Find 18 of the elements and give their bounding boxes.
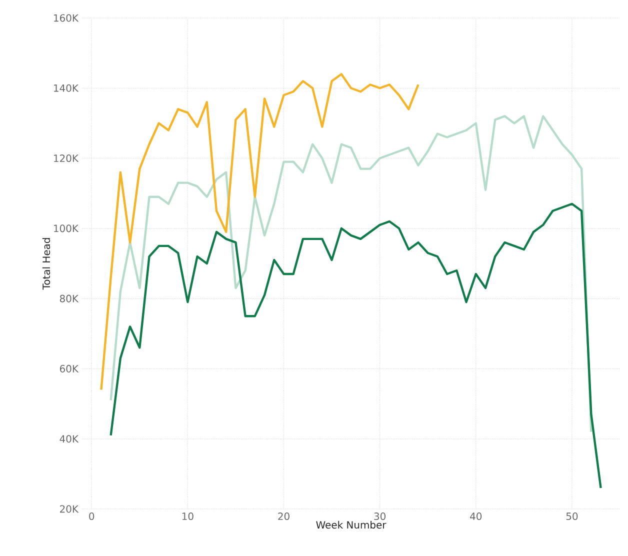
x-tick-label: 0 [89, 512, 94, 520]
y-tick-label: 40K [60, 435, 79, 443]
y-tick-label: 160K [54, 14, 79, 22]
y-tick-label: 120K [54, 154, 79, 162]
y-tick-label: 140K [54, 84, 79, 92]
y-axis-title: Total Head [42, 238, 50, 290]
x-axis-title: Week Number [316, 520, 386, 529]
line-series [110, 115, 592, 433]
x-tick-label: 10 [182, 512, 194, 520]
y-tick-label: 80K [60, 294, 79, 302]
y-tick-label: 20K [60, 505, 79, 513]
x-tick-label: 20 [278, 512, 290, 520]
x-tick-label: 40 [470, 512, 482, 520]
y-tick-label: 100K [54, 224, 79, 232]
x-tick-label: 30 [374, 512, 386, 520]
x-tick-label: 50 [566, 512, 578, 520]
y-tick-label: 60K [60, 364, 79, 372]
line-series [100, 73, 420, 391]
